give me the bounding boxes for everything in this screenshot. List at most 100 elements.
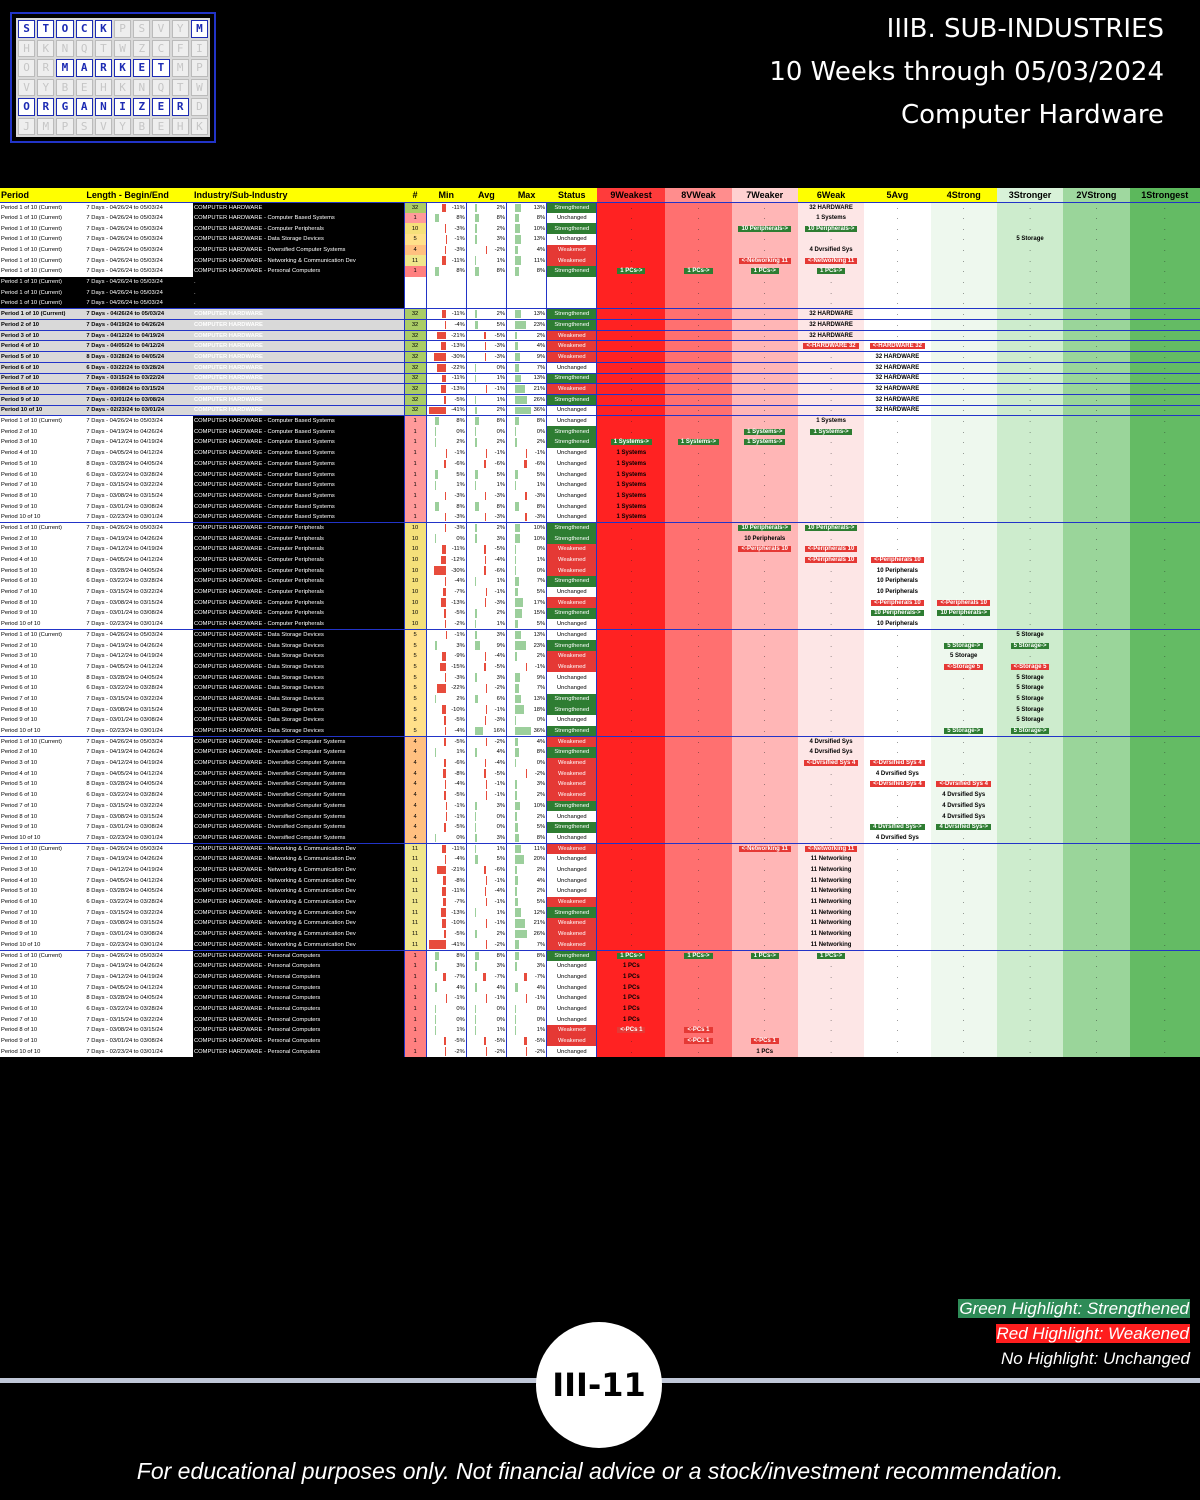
zone-cell: 11 Networking [797,864,865,876]
zone-tag: 4 Dvrsified Sys-> [936,824,991,831]
zone-cell: . [731,276,798,288]
max-cell: 10% [506,522,548,534]
zone-cell: <-Networking 11 [797,255,865,267]
length-cell: 7 Days - 04/26/24 to 05/03/24 [85,308,193,320]
zone-cell: . [596,842,666,854]
industry-name-cell: COMPUTER HARDWARE - Personal Computers [192,1035,404,1047]
avg-cell: -3% [466,490,507,502]
min-cell: -2% [426,1046,467,1057]
count-cell: 1 [403,212,427,224]
zone-cell: . [731,735,798,748]
zone-cell: . [930,340,997,352]
zone-cell: . [596,853,666,865]
zone-cell: . [930,1046,997,1057]
count-cell: 32 [403,361,427,373]
table-row: Period 5 of 10 8 Days - 03/28/24 to 04/05… [0,458,1200,470]
max-cell: -6% [506,458,548,470]
count-cell: 1 [403,1035,427,1047]
length-cell: 7 Days - 04/05/24 to 04/12/24 [86,770,163,777]
zone-cell: . [1129,896,1200,908]
max-bar [514,961,518,971]
zone-cell: . [1129,586,1200,598]
max-value: 18% [533,706,546,713]
zone-cell: . [596,308,666,320]
zone-cell: . [996,511,1064,523]
max-cell: 5% [506,896,548,908]
status-cell: Unchanged [546,404,598,416]
avg-bar [474,833,478,842]
max-value: -1% [534,663,546,670]
table-row: Period 2 of 10 7 Days - 04/19/24 to 04/26… [0,853,1200,865]
zone-cell: . [930,576,997,587]
max-cell: 8% [506,501,548,512]
period-cell: Period 1 of 10 (Current) [0,629,86,641]
avg-bar [474,929,477,939]
zone-cell: . [1063,372,1130,384]
logo-letter-tile: P [114,20,132,38]
period-cell: Period 2 of 10 [0,319,86,331]
zone-cell: 1 PCs [596,971,666,983]
zone-cell: 1 Systems [596,501,666,512]
zone-tag: 5 Storage [1016,685,1044,692]
count-cell: 32 [403,372,427,384]
zone-tag: 1 PCs [622,1016,640,1023]
min-value: 0% [456,834,465,841]
max-bar [525,769,527,779]
max-cell: 17% [506,597,548,609]
avg-value: 8% [496,418,505,425]
status-cell: Unchanged [546,971,598,983]
period-cell: Period 6 of 10 [0,361,86,373]
zone-cell: . [996,811,1064,822]
max-value: 26% [533,396,546,403]
avg-cell: -6% [466,458,507,470]
min-cell: -13% [426,340,467,352]
zone-cell: . [864,982,931,993]
table-row: Period 6 of 10 6 Days - 03/22/24 to 03/28… [0,361,1200,373]
period-cell: Period 9 of 10 [1,931,38,938]
max-bar [525,1047,527,1056]
length-cell: 7 Days - 02/23/24 to 03/01/24 [86,620,163,627]
max-value: 8% [536,952,546,959]
avg-cell: -1% [466,704,507,715]
max-cell: 10% [506,533,548,544]
max-bar [514,1015,516,1024]
zone-cell: . [864,266,931,277]
zone-cell: . [864,329,931,341]
industry-name-cell: COMPUTER HARDWARE - Data Storage Devices [192,650,404,662]
zone-cell: . [996,223,1064,235]
count-cell: 4 [403,811,427,822]
zone-cell: . [996,618,1064,630]
zone-cell: . [797,629,865,641]
logo-letter-tile: M [190,20,208,38]
title-industry: Computer Hardware [900,100,1164,130]
zone-cell: . [1129,426,1200,438]
count-cell: 4 [403,735,427,748]
logo-letter-tile: N [94,98,112,116]
min-bar [444,395,447,404]
min-cell: -5% [426,928,467,940]
avg-value: -5% [494,546,505,553]
status-cell: Weakened [546,565,598,577]
status-cell: Unchanged [546,586,598,598]
min-bar [428,406,447,415]
zone-cell: 4 Dvrsified Sys [797,747,865,758]
count-cell: 10 [403,554,427,566]
zone-cell: . [930,704,997,715]
avg-value: 5% [496,471,505,478]
zone-cell: 4 Dvrsified Sys [797,735,865,748]
industry-name-cell: COMPUTER HARDWARE - Networking & Communi… [192,939,404,951]
length-cell: 7 Days - 03/01/24 to 03/08/24 [86,1037,163,1044]
zone-cell: . [930,490,997,502]
zone-tag: 10 Peripherals [876,567,918,574]
zone-cell: . [665,735,732,748]
count-cell: 32 [403,319,427,331]
period-cell: Period 3 of 10 [1,973,38,980]
length-cell: 7 Days - 04/05/24 to 04/12/24 [86,557,163,564]
zone-cell: . [731,853,798,865]
table-row: Period 3 of 10 7 Days - 04/12/24 to 04/19… [0,864,1200,876]
zone-cell: . [596,586,666,598]
zone-cell: . [1063,501,1130,512]
industry-name-cell: COMPUTER HARDWARE - Computer Peripherals [192,554,404,566]
table-row: Period 2 of 10 7 Days - 04/19/24 to 04/26… [0,640,1200,651]
avg-bar [474,524,477,533]
